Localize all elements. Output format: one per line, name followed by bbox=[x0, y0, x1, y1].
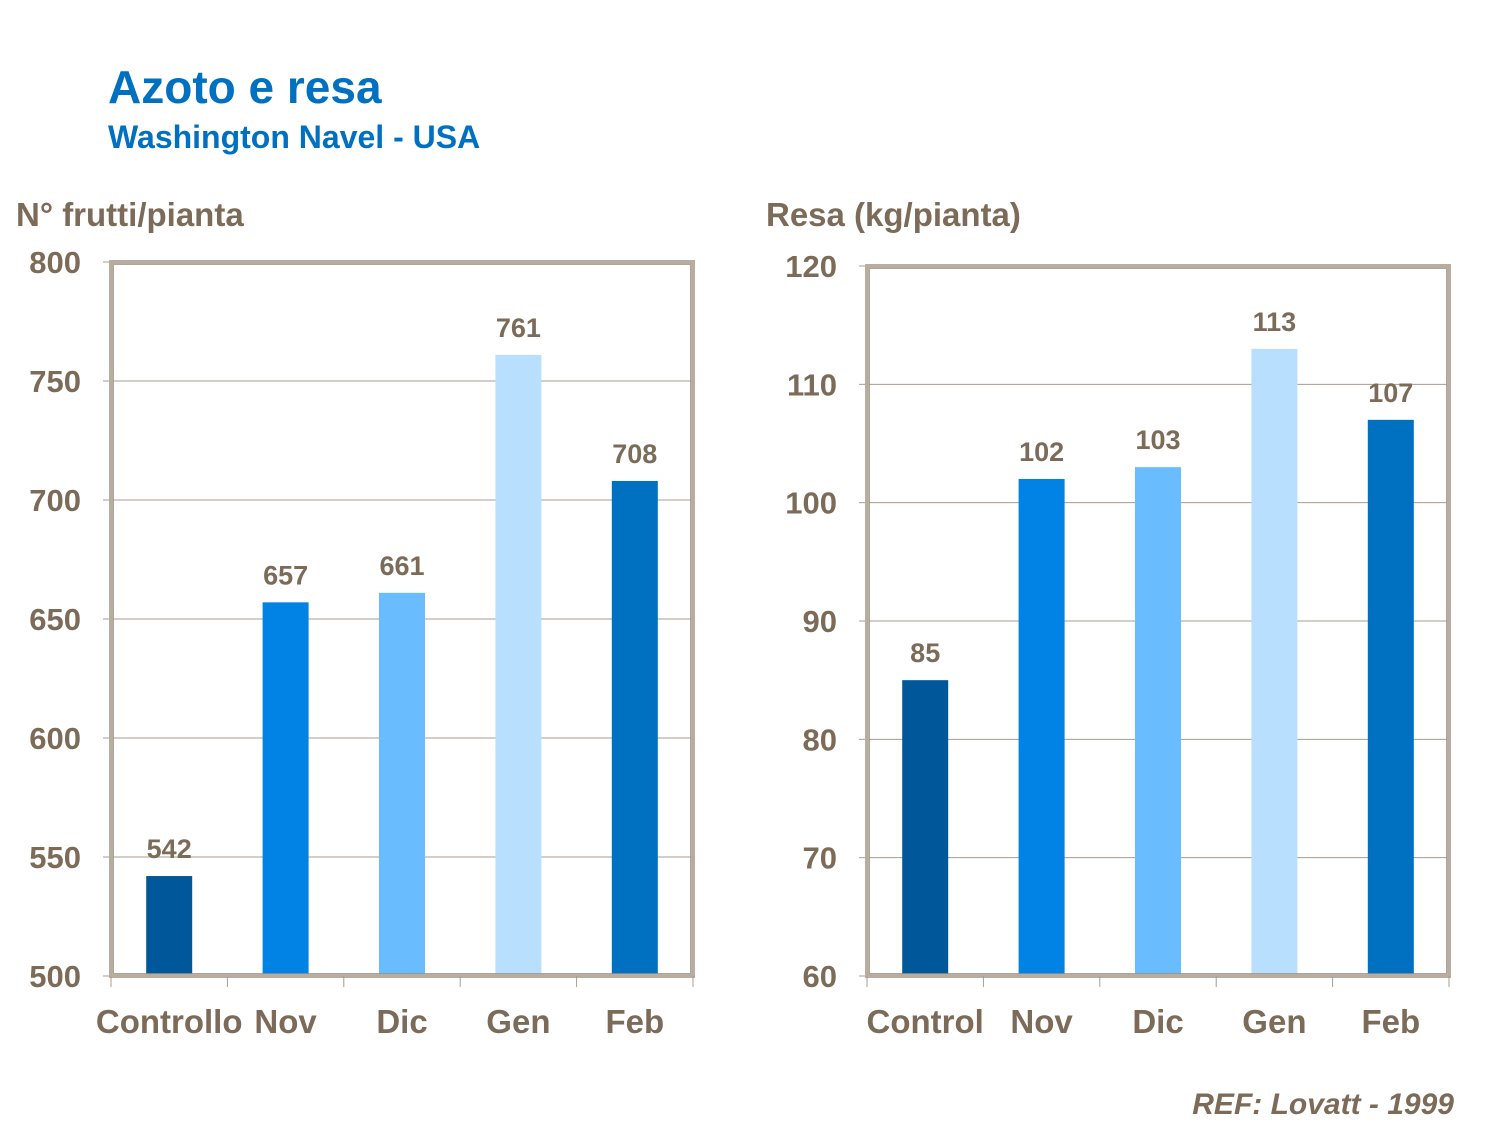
data-label: 107 bbox=[1368, 378, 1413, 408]
plot-frame bbox=[865, 264, 1451, 978]
x-tick-label: Dic bbox=[1132, 1003, 1183, 1040]
y-tick-label: 100 bbox=[785, 486, 837, 521]
y-tick-label: 120 bbox=[785, 249, 837, 284]
bar bbox=[611, 480, 658, 976]
x-tick-label: Feb bbox=[605, 1003, 664, 1040]
data-label: 113 bbox=[1253, 307, 1297, 337]
bar bbox=[495, 354, 542, 976]
y-tick-label: 500 bbox=[29, 959, 81, 994]
y-tick-label: 90 bbox=[803, 604, 837, 639]
x-tick-label: Nov bbox=[254, 1003, 317, 1040]
data-label: 103 bbox=[1135, 425, 1180, 455]
bar bbox=[902, 680, 949, 976]
data-label: 85 bbox=[910, 638, 940, 668]
bar bbox=[1135, 467, 1181, 976]
x-tick-label: Control bbox=[867, 1003, 984, 1040]
page-subtitle: Washington Navel - USA bbox=[108, 119, 481, 155]
bar bbox=[1251, 348, 1298, 976]
plot-frame-inner bbox=[113, 264, 691, 974]
x-tick-label: Gen bbox=[1242, 1003, 1306, 1040]
x-tick-label: Nov bbox=[1010, 1003, 1073, 1040]
data-label: 661 bbox=[379, 551, 424, 581]
bar bbox=[379, 592, 425, 976]
data-label: 102 bbox=[1019, 437, 1064, 467]
y-tick-label: 700 bbox=[29, 483, 81, 518]
reference-note: REF: Lovatt - 1999 bbox=[1192, 1088, 1454, 1121]
y-tick-label: 800 bbox=[29, 245, 81, 280]
left-chart-ylabel: N° frutti/pianta bbox=[16, 196, 244, 233]
y-tick-label: 750 bbox=[29, 364, 81, 399]
y-tick-label: 70 bbox=[803, 841, 837, 876]
y-tick-label: 550 bbox=[29, 840, 81, 875]
x-tick-label: Feb bbox=[1361, 1003, 1420, 1040]
bar bbox=[146, 876, 193, 976]
page-title: Azoto e resa bbox=[108, 61, 382, 113]
data-label: 761 bbox=[496, 313, 541, 343]
x-tick-label: Dic bbox=[376, 1003, 427, 1040]
data-label: 708 bbox=[612, 439, 657, 469]
y-tick-label: 80 bbox=[803, 722, 837, 757]
plot-frame-inner bbox=[869, 268, 1447, 974]
plot-frame bbox=[109, 260, 695, 978]
y-tick-label: 600 bbox=[29, 721, 81, 756]
bar bbox=[1367, 419, 1414, 976]
bar bbox=[262, 602, 309, 976]
x-tick-label: Gen bbox=[486, 1003, 550, 1040]
x-tick-label: Controllo bbox=[96, 1003, 243, 1040]
y-tick-label: 110 bbox=[787, 367, 837, 402]
data-label: 657 bbox=[263, 560, 308, 590]
yield-per-plant-chart: 60 70 80 90 100 110 120 85 102 103 113 107 Control No… bbox=[785, 249, 1451, 1040]
y-tick-label: 650 bbox=[29, 602, 81, 637]
data-label: 542 bbox=[147, 834, 192, 864]
right-chart-ylabel: Resa (kg/pianta) bbox=[766, 196, 1021, 233]
y-tick-label: 60 bbox=[803, 959, 837, 994]
bar bbox=[1018, 479, 1065, 976]
fruits-per-plant-chart: 500 550 600 650 700 750 800 542 657 661 761 708 Cont… bbox=[29, 245, 695, 1040]
